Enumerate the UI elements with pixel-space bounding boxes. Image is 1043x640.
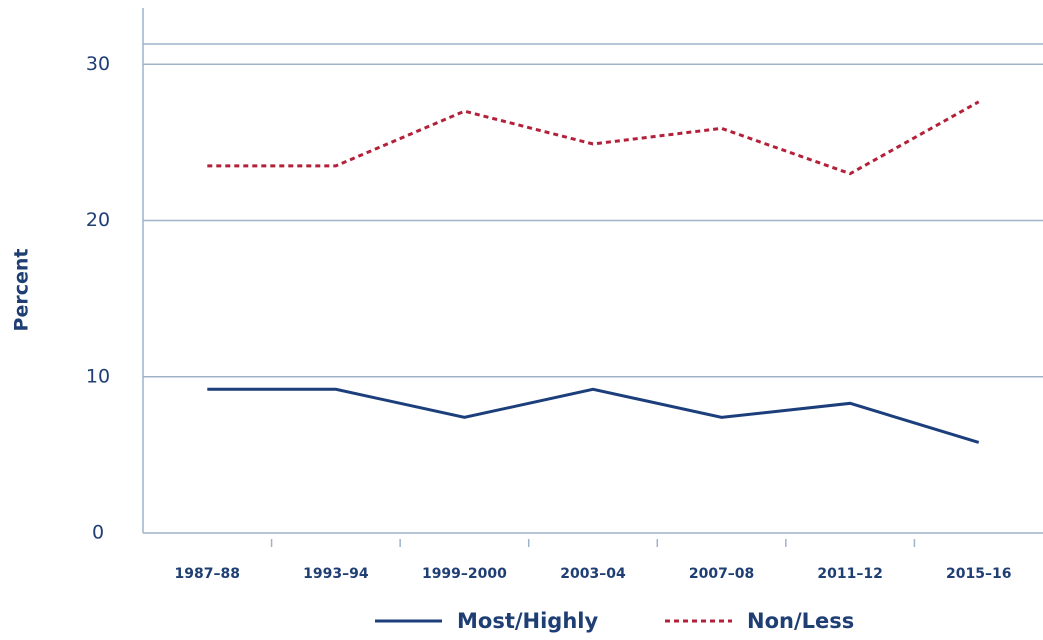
- y-tick-label: 10: [86, 365, 110, 387]
- y-tick-label: 30: [86, 53, 110, 75]
- x-tick-label: 1999–2000: [422, 566, 507, 582]
- y-axis-title: Percent: [11, 249, 33, 332]
- x-tick-label: 1993–94: [303, 566, 369, 582]
- legend-label: Non/Less: [747, 609, 854, 633]
- x-tick-label: 2011–12: [817, 566, 882, 582]
- x-tick-label: 2007–08: [689, 566, 754, 582]
- series-line: [207, 100, 980, 176]
- legend-label: Most/Highly: [457, 609, 598, 633]
- x-tick-label: 2015–16: [946, 566, 1011, 582]
- x-tick-label: 1987–88: [175, 566, 240, 582]
- y-tick-label: 0: [92, 522, 104, 544]
- y-tick-label: 20: [86, 209, 110, 231]
- x-tick-label: 2003–04: [560, 566, 626, 582]
- series-line: [207, 387, 980, 444]
